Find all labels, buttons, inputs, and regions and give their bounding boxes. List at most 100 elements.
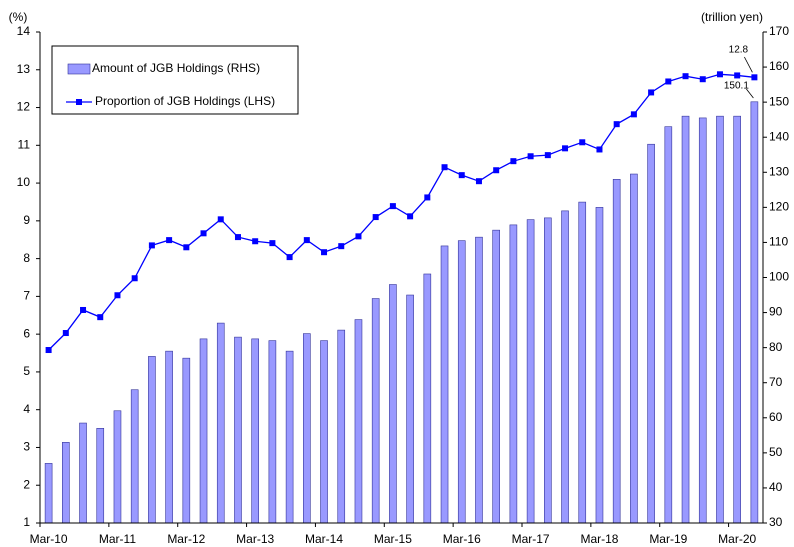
bar bbox=[733, 115, 741, 524]
x-tick-label: Mar-15 bbox=[374, 532, 412, 546]
legend-marker bbox=[76, 99, 82, 105]
y2-tick-label: 30 bbox=[769, 515, 783, 529]
bar bbox=[182, 357, 191, 524]
y-tick-label: 6 bbox=[23, 326, 30, 340]
legend-swatch bbox=[67, 63, 91, 75]
y-axis-label: (%) bbox=[9, 10, 28, 24]
x-tick-label: Mar-14 bbox=[305, 532, 343, 546]
x-tick-label: Mar-12 bbox=[167, 532, 205, 546]
y2-tick-label: 80 bbox=[769, 340, 783, 354]
line-marker bbox=[80, 306, 87, 313]
bar bbox=[698, 117, 707, 524]
line-marker bbox=[665, 78, 672, 85]
line-marker bbox=[321, 249, 328, 256]
y2-axis-label: (trillion yen) bbox=[701, 10, 763, 24]
leader-line bbox=[746, 88, 754, 99]
bar bbox=[630, 173, 638, 524]
line-marker bbox=[234, 234, 241, 241]
bar bbox=[492, 229, 500, 524]
y2-tick-label: 40 bbox=[769, 480, 783, 494]
y-tick-label: 2 bbox=[23, 477, 30, 491]
y-tick-label: 7 bbox=[23, 289, 30, 303]
line-marker bbox=[217, 216, 224, 223]
line-marker bbox=[493, 167, 500, 174]
bar bbox=[716, 115, 724, 524]
x-tick-label: Mar-17 bbox=[512, 532, 550, 546]
y-tick-label: 14 bbox=[17, 24, 31, 38]
bar bbox=[440, 245, 449, 524]
line-marker bbox=[699, 76, 706, 83]
bar bbox=[285, 350, 294, 524]
line-marker bbox=[355, 233, 362, 240]
bar bbox=[216, 322, 225, 524]
y2-tick-label: 140 bbox=[769, 129, 789, 143]
line-marker bbox=[544, 152, 551, 159]
line-marker bbox=[97, 314, 104, 321]
line-marker bbox=[338, 243, 345, 250]
line-marker bbox=[389, 203, 396, 210]
line-marker bbox=[734, 72, 741, 79]
line-marker bbox=[751, 74, 758, 81]
bar bbox=[320, 340, 328, 524]
bar bbox=[62, 442, 70, 524]
bar bbox=[354, 319, 363, 524]
line-marker bbox=[682, 73, 689, 80]
line-marker bbox=[475, 178, 482, 185]
x-tick-label: Mar-18 bbox=[580, 532, 618, 546]
bar bbox=[526, 219, 535, 524]
bar bbox=[750, 101, 759, 524]
y-tick-label: 8 bbox=[23, 251, 30, 265]
y-tick-label: 3 bbox=[23, 440, 30, 454]
legend-label: Proportion of JGB Holdings (LHS) bbox=[95, 94, 275, 108]
bar bbox=[681, 115, 690, 524]
line-marker bbox=[424, 194, 431, 201]
bar bbox=[130, 389, 139, 524]
line-marker bbox=[613, 121, 620, 128]
line-marker bbox=[510, 158, 517, 165]
y-tick-label: 5 bbox=[23, 364, 30, 378]
line-marker bbox=[579, 139, 586, 146]
line-marker bbox=[303, 237, 310, 244]
line-marker bbox=[441, 164, 448, 171]
line-marker bbox=[166, 237, 173, 244]
bar bbox=[595, 207, 604, 524]
bar bbox=[268, 340, 277, 524]
y2-tick-label: 110 bbox=[769, 235, 788, 249]
bar bbox=[509, 224, 518, 524]
line-marker bbox=[148, 242, 155, 249]
x-tick-label: Mar-19 bbox=[649, 532, 687, 546]
line-marker bbox=[114, 292, 121, 299]
line-marker bbox=[716, 71, 723, 78]
line-marker bbox=[269, 240, 276, 247]
line-marker bbox=[596, 146, 603, 153]
bar bbox=[337, 329, 346, 524]
data-label: 12.8 bbox=[729, 45, 749, 56]
x-tick-label: Mar-16 bbox=[443, 532, 481, 546]
y2-tick-label: 90 bbox=[769, 305, 783, 319]
bar bbox=[389, 284, 397, 524]
line-marker bbox=[252, 238, 259, 245]
bar bbox=[578, 201, 587, 524]
bar bbox=[148, 356, 156, 524]
bar bbox=[664, 126, 673, 524]
x-tick-label: Mar-20 bbox=[718, 532, 756, 546]
line-marker bbox=[200, 230, 207, 237]
x-tick-label: Mar-11 bbox=[99, 532, 136, 546]
line-marker bbox=[407, 213, 414, 220]
leader-line bbox=[744, 56, 753, 73]
legend-label: Amount of JGB Holdings (RHS) bbox=[92, 61, 260, 75]
line-marker bbox=[458, 172, 465, 179]
x-tick-label: Mar-13 bbox=[236, 532, 274, 546]
y-tick-label: 12 bbox=[17, 100, 31, 114]
line-marker bbox=[648, 89, 655, 96]
y2-tick-label: 70 bbox=[769, 375, 783, 389]
bar bbox=[234, 336, 242, 524]
y2-tick-label: 150 bbox=[769, 94, 789, 108]
y-tick-label: 4 bbox=[23, 402, 30, 416]
line-marker bbox=[131, 275, 138, 282]
bar bbox=[96, 428, 105, 524]
line-marker bbox=[372, 214, 379, 221]
line-marker bbox=[62, 330, 69, 337]
bar bbox=[561, 210, 569, 524]
